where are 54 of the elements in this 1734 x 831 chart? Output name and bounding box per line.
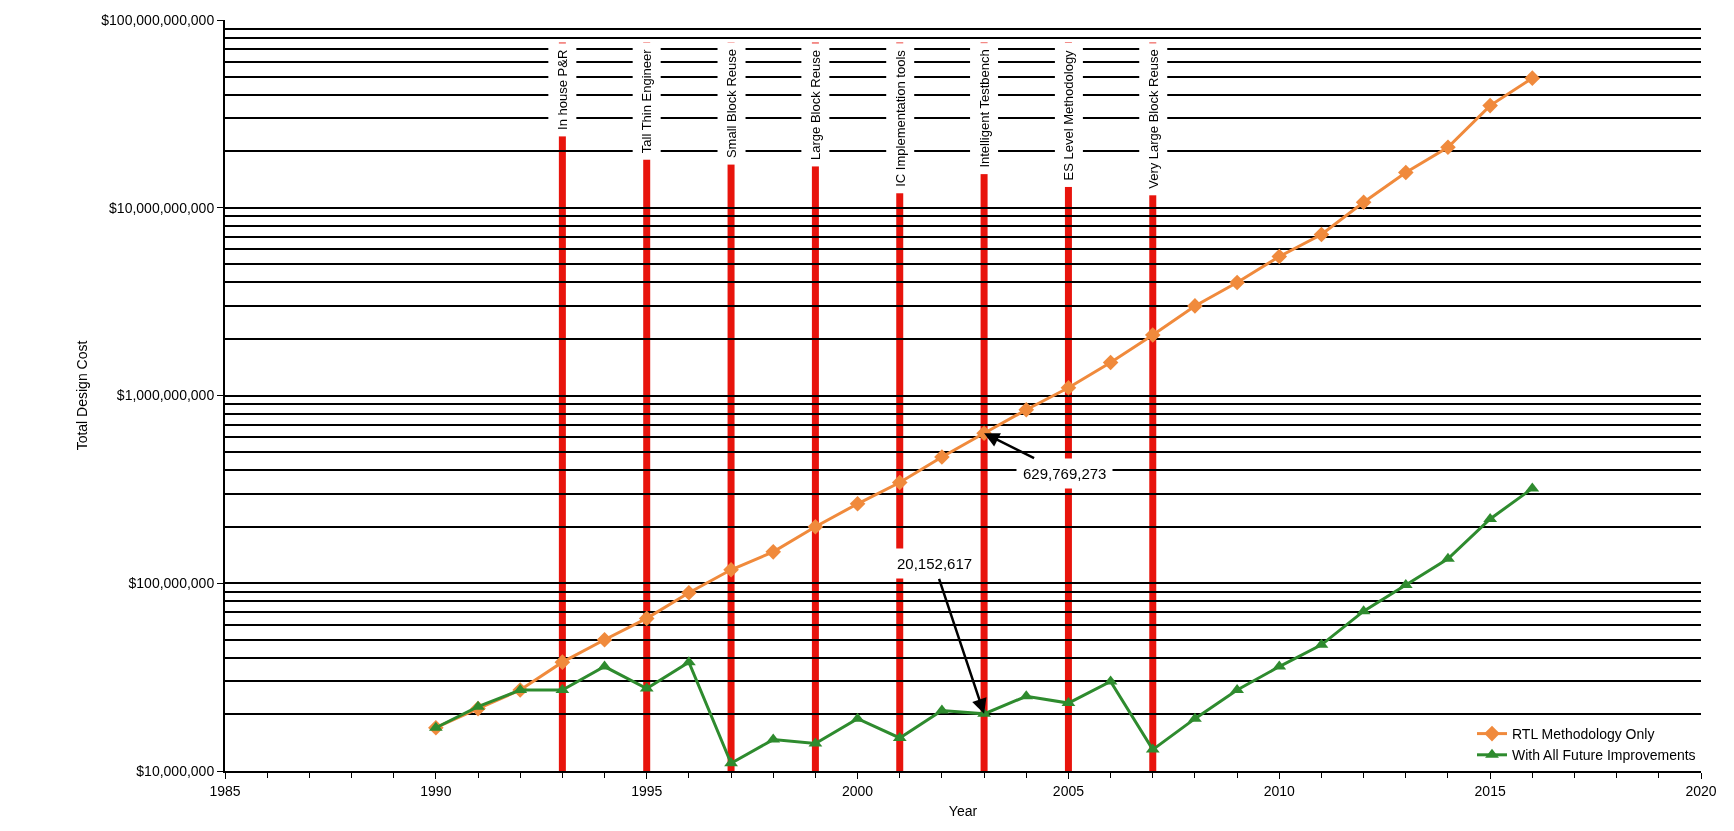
legend-label: With All Future Improvements [1512, 747, 1696, 764]
ref-line-label: IC Implementation tools [892, 49, 908, 187]
ref-line-label: Very Large Block Reuse [1145, 49, 1161, 189]
x-tick-label: 2005 [1052, 782, 1085, 799]
annotation: 20,152,617 [897, 555, 973, 572]
point [1187, 298, 1203, 314]
x-tick-label: 2015 [1474, 782, 1506, 799]
point [1355, 194, 1372, 211]
point [934, 449, 950, 465]
point [849, 495, 866, 512]
ref-line-label: ES Level Methodology [1061, 49, 1077, 181]
point [1398, 164, 1414, 181]
point [1313, 226, 1330, 243]
ref-line-label: Tall Thin Engineer [639, 48, 655, 154]
point [1060, 379, 1077, 396]
point [554, 654, 571, 670]
point [1188, 712, 1202, 722]
x-tick-label: 2000 [841, 782, 874, 799]
point [807, 518, 824, 535]
point [1482, 97, 1498, 114]
x-tick-label: 1985 [209, 782, 241, 799]
point [891, 474, 908, 491]
point [1271, 248, 1288, 265]
x-tick-label: 1990 [420, 782, 452, 799]
point [1229, 274, 1245, 291]
point [724, 757, 738, 767]
point [1102, 354, 1119, 371]
ref-line-label: Small Block Reuse [724, 48, 740, 159]
x-axis-title: Year [948, 802, 978, 819]
point [1018, 401, 1035, 418]
y-tick-label: $100,000,000,000 [101, 11, 215, 28]
y-tick-label: $10,000,000 [136, 762, 215, 779]
x-tick-label: 2020 [1685, 782, 1717, 799]
point [596, 631, 613, 648]
point [723, 561, 739, 578]
ref-line-label: Large Block Reuse [807, 50, 823, 160]
y-tick-label: $100,000,000 [128, 575, 215, 592]
x-tick-label: 1995 [631, 782, 663, 799]
x-tick-label: 2010 [1263, 782, 1296, 799]
ref-line-label: In house P&R [554, 49, 570, 130]
y-axis-title: Total Design Cost [74, 340, 91, 451]
y-tick-label: $10,000,000,000 [109, 199, 215, 216]
point [1144, 327, 1161, 343]
y-tick-label: $1,000,000,000 [116, 387, 215, 404]
point [1441, 552, 1455, 562]
annotation: 629,769,273 [1023, 465, 1107, 482]
legend-label: RTL Methodology Only [1512, 726, 1655, 743]
ref-line-label: Intelligent Testbench [976, 49, 992, 168]
point [1524, 70, 1541, 86]
point [681, 584, 697, 601]
point [1440, 139, 1456, 156]
point [765, 544, 782, 560]
point [471, 700, 485, 710]
point [638, 610, 655, 627]
